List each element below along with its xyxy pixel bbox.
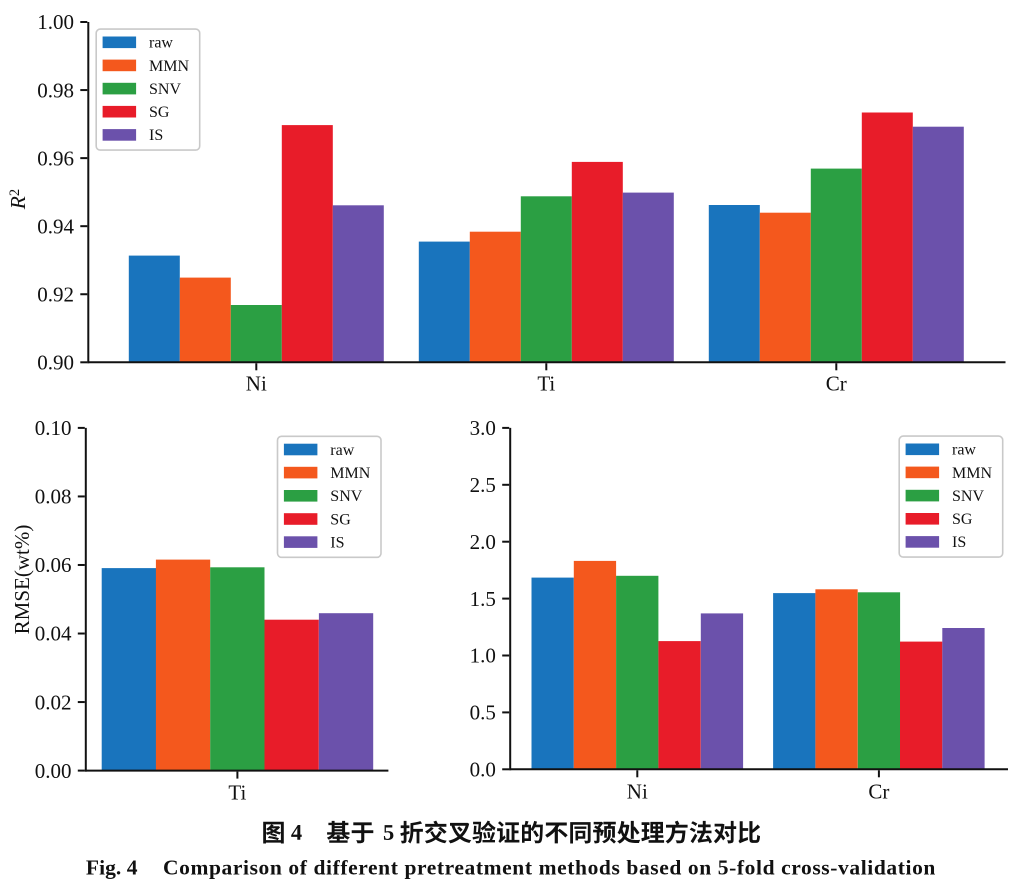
svg-text:Comparison of different pretre: Comparison of different pretreatment met… [163, 856, 935, 880]
svg-text:raw: raw [330, 442, 354, 459]
svg-text:Cr: Cr [826, 372, 847, 396]
svg-text:0.96: 0.96 [37, 146, 74, 170]
svg-text:MMN: MMN [330, 465, 370, 482]
svg-text:3.0: 3.0 [470, 416, 496, 440]
svg-text:0.90: 0.90 [37, 351, 74, 375]
svg-text:0.06: 0.06 [35, 553, 72, 577]
svg-text:Ni: Ni [246, 372, 267, 396]
svg-text:Fig. 4: Fig. 4 [86, 856, 138, 880]
svg-text:0.04: 0.04 [35, 622, 72, 646]
svg-text:Ti: Ti [537, 372, 555, 396]
svg-text:0.08: 0.08 [35, 485, 72, 509]
svg-text:1.5: 1.5 [470, 587, 496, 611]
svg-text:0.94: 0.94 [37, 214, 74, 238]
svg-text:0.98: 0.98 [37, 78, 74, 102]
svg-text:raw: raw [149, 35, 173, 52]
svg-text:SNV: SNV [330, 488, 362, 505]
svg-text:raw: raw [952, 442, 976, 459]
svg-text:2.5: 2.5 [470, 473, 496, 497]
svg-text:2.0: 2.0 [470, 530, 496, 554]
svg-text:0.5: 0.5 [470, 701, 496, 725]
svg-text:IS: IS [330, 534, 344, 551]
svg-text:Cr: Cr [868, 780, 889, 804]
svg-text:0.00: 0.00 [35, 759, 72, 783]
svg-text:RMSE(wt%): RMSE(wt%) [10, 525, 34, 635]
svg-text:Ni: Ni [627, 780, 648, 804]
svg-text:0.02: 0.02 [35, 690, 72, 714]
svg-text:1.00: 1.00 [37, 10, 74, 34]
svg-text:SNV: SNV [952, 488, 984, 505]
svg-text:Ti: Ti [228, 781, 246, 805]
svg-text:MMN: MMN [952, 465, 992, 482]
svg-text:0.10: 0.10 [35, 416, 72, 440]
svg-text:SNV: SNV [149, 81, 181, 98]
svg-text:1.0: 1.0 [470, 644, 496, 668]
svg-text:MMN: MMN [149, 58, 189, 75]
svg-text:IS: IS [149, 127, 163, 144]
svg-text:0.0: 0.0 [470, 758, 496, 782]
svg-text:SG: SG [149, 104, 170, 121]
svg-text:SG: SG [330, 511, 351, 528]
svg-text:SG: SG [952, 511, 973, 528]
svg-text:0.92: 0.92 [37, 282, 74, 306]
svg-text:IS: IS [952, 534, 966, 551]
